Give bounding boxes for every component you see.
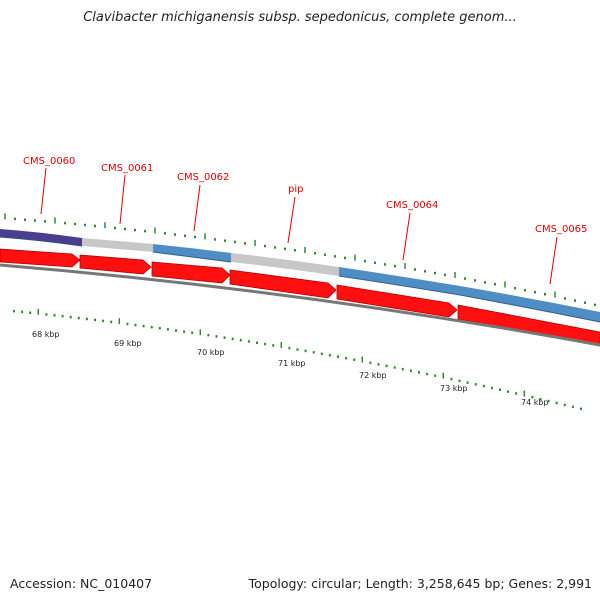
map-title: Clavibacter michiganensis subsp. sepedon…: [83, 10, 517, 25]
feature-segment-cms-0064[interactable]: [339, 267, 460, 295]
kbp-label-73: 73 kbp: [440, 384, 468, 393]
gene-label-cms-0065[interactable]: CMS_0065: [535, 224, 587, 235]
feature-segment-cms-0061[interactable]: [82, 238, 153, 252]
cds-arrow-cms-0060[interactable]: [0, 248, 81, 268]
accession-text: Accession: NC_010407: [10, 576, 153, 591]
cds-arrow-cms-0064[interactable]: [336, 284, 458, 318]
genome-summary-text: Topology: circular; Length: 3,258,645 bp…: [248, 576, 592, 591]
gene-label-cms-0062[interactable]: CMS_0062: [177, 172, 229, 183]
cds-arrow-cms-0062[interactable]: [151, 261, 231, 284]
cds-arrow-cms-0061[interactable]: [79, 254, 152, 275]
kbp-label-68: 68 kbp: [32, 330, 60, 339]
feature-track: [0, 229, 600, 323]
scale-tick-row: [13, 308, 582, 411]
kbp-label-70: 70 kbp: [197, 348, 225, 357]
feature-segment-cms-0065[interactable]: [460, 286, 600, 322]
kbp-label-71: 71 kbp: [278, 359, 306, 368]
feature-segment-cms-0060[interactable]: [0, 229, 82, 246]
gene-label-cms-0064[interactable]: CMS_0064: [386, 200, 438, 211]
cds-arrow-pip[interactable]: [229, 269, 337, 299]
outer-tick-row: [4, 213, 596, 307]
kbp-label-69: 69 kbp: [114, 339, 142, 348]
cds-track: [0, 248, 600, 347]
feature-segment-cms-0062[interactable]: [153, 244, 231, 262]
kbp-label-74: 74 kbp: [521, 398, 549, 407]
genome-backbone: [0, 263, 600, 347]
gene-label-cms-0061[interactable]: CMS_0061: [101, 163, 153, 174]
gene-label-cms-0060[interactable]: CMS_0060: [23, 156, 75, 167]
gene-label-pip[interactable]: pip: [288, 184, 303, 195]
label-leaders: [40, 167, 558, 285]
cds-arrow-cms-0065[interactable]: [457, 304, 600, 347]
kbp-label-72: 72 kbp: [359, 371, 387, 380]
feature-segment-pip[interactable]: [231, 253, 339, 276]
